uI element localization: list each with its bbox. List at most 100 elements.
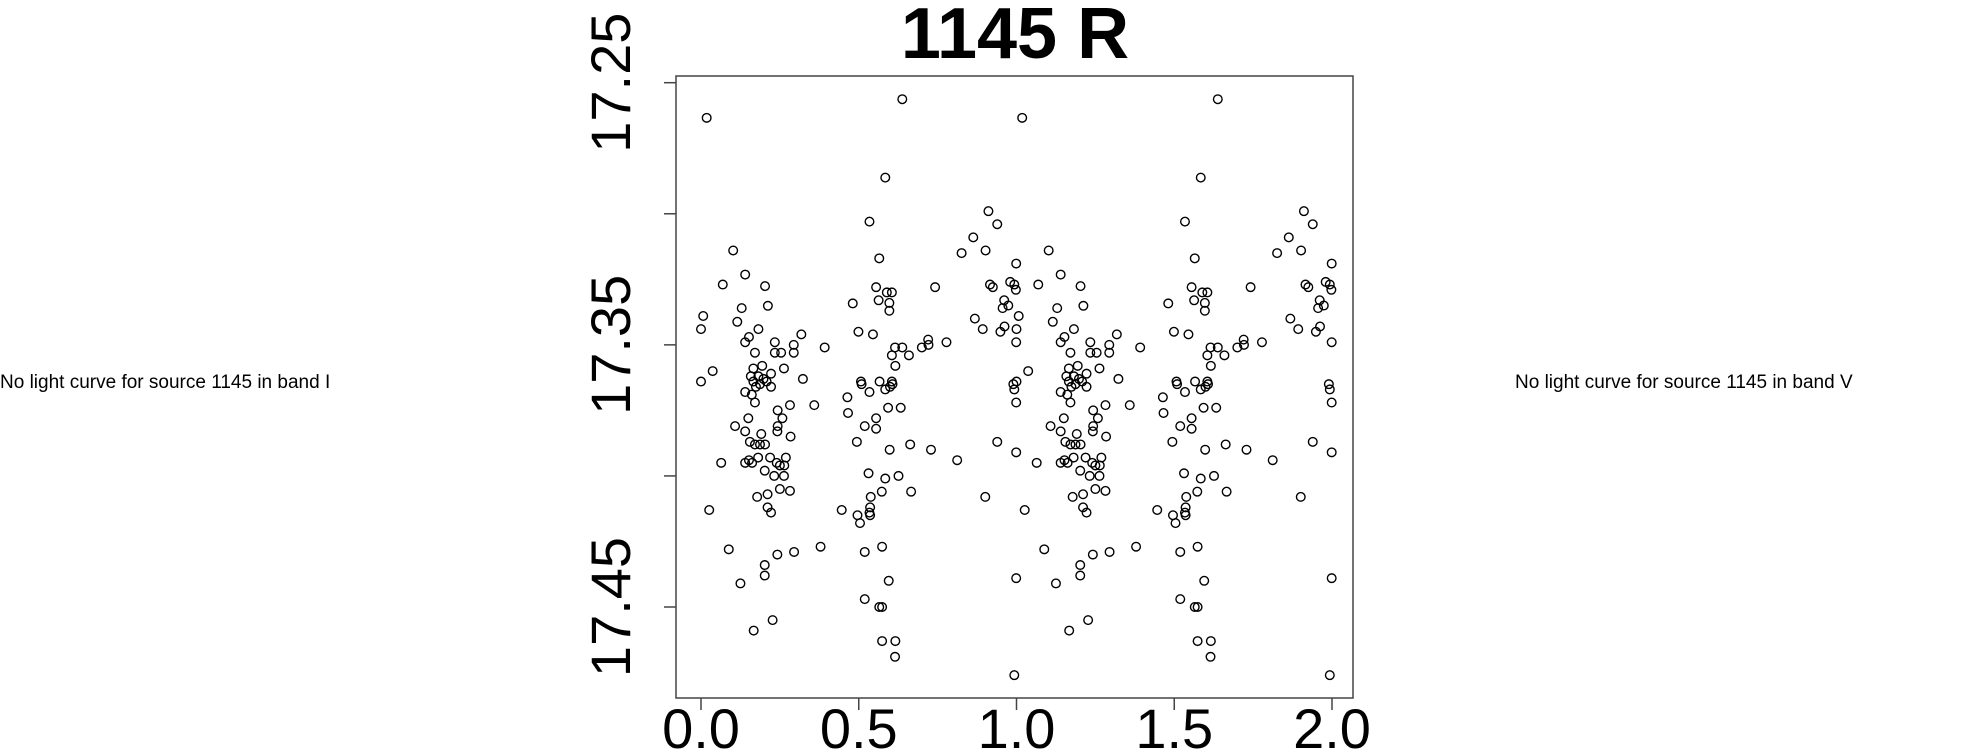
- data-point: [1195, 384, 1206, 395]
- data-point: [784, 485, 795, 496]
- data-point: [1200, 444, 1211, 455]
- data-point: [992, 436, 1003, 447]
- data-point: [1092, 413, 1103, 424]
- data-point: [1199, 305, 1210, 316]
- data-point: [1050, 578, 1061, 589]
- data-point: [1055, 269, 1066, 280]
- data-point: [999, 321, 1010, 332]
- data-point: [1080, 452, 1091, 463]
- data-point: [893, 470, 904, 481]
- data-point: [969, 313, 980, 324]
- data-point: [1283, 232, 1294, 243]
- data-point: [779, 460, 790, 471]
- data-point: [1062, 457, 1073, 468]
- data-point: [983, 206, 994, 217]
- data-point: [1063, 376, 1074, 387]
- data-point: [1181, 491, 1192, 502]
- data-point: [749, 439, 760, 450]
- data-point: [1059, 455, 1070, 466]
- data-point: [864, 387, 875, 398]
- data-point: [1186, 282, 1197, 293]
- data-point: [880, 172, 891, 183]
- data-point: [1326, 258, 1337, 269]
- data-point: [1065, 397, 1076, 408]
- data-point: [906, 486, 917, 497]
- data-point: [1087, 426, 1098, 437]
- data-point: [877, 602, 888, 613]
- data-point: [774, 484, 785, 495]
- data-point: [759, 560, 770, 571]
- data-point: [886, 287, 897, 298]
- x-tick-label: 2.0: [1293, 697, 1371, 755]
- data-point: [750, 381, 761, 392]
- data-point: [1298, 206, 1309, 217]
- data-point: [1267, 455, 1278, 466]
- data-point: [1078, 502, 1089, 513]
- data-point: [843, 408, 854, 419]
- data-point: [717, 279, 728, 290]
- data-point: [701, 112, 712, 123]
- data-point: [1100, 400, 1111, 411]
- data-point: [735, 578, 746, 589]
- data-point: [856, 379, 867, 390]
- data-point: [788, 347, 799, 358]
- data-point: [748, 376, 759, 387]
- data-point: [1011, 258, 1022, 269]
- data-point: [836, 505, 847, 516]
- data-point: [778, 470, 789, 481]
- data-point: [916, 342, 927, 353]
- data-point: [1326, 397, 1337, 408]
- data-point: [1088, 405, 1099, 416]
- data-point: [1221, 486, 1232, 497]
- data-point: [1055, 337, 1066, 348]
- data-point: [874, 376, 885, 387]
- data-point: [1094, 460, 1105, 471]
- data-point: [1152, 505, 1163, 516]
- data-point: [1100, 485, 1111, 496]
- data-point: [883, 402, 894, 413]
- data-point: [767, 615, 778, 626]
- data-point: [743, 455, 754, 466]
- data-point: [865, 491, 876, 502]
- data-point: [748, 625, 759, 636]
- data-point: [736, 303, 747, 314]
- data-point: [884, 381, 895, 392]
- data-point: [819, 342, 830, 353]
- data-point: [890, 651, 901, 662]
- data-point: [886, 350, 897, 361]
- data-point: [1094, 470, 1105, 481]
- data-point: [874, 253, 885, 264]
- data-point: [956, 248, 967, 259]
- data-point: [1068, 324, 1079, 335]
- data-point: [1157, 392, 1168, 403]
- data-point: [1220, 439, 1231, 450]
- data-point: [1313, 303, 1324, 314]
- data-point: [797, 373, 808, 384]
- data-point: [1011, 447, 1022, 458]
- data-point: [747, 457, 758, 468]
- data-point: [1058, 413, 1069, 424]
- data-point: [1295, 491, 1306, 502]
- data-point: [941, 337, 952, 348]
- data-point: [1066, 381, 1077, 392]
- data-point: [1045, 421, 1056, 432]
- band-v-no-data-message: No light curve for source 1145 in band V: [1515, 372, 1853, 393]
- data-point: [930, 282, 941, 293]
- data-point: [772, 426, 783, 437]
- data-point: [1104, 347, 1115, 358]
- data-point: [1318, 300, 1329, 311]
- data-point: [1083, 615, 1094, 626]
- data-point: [762, 300, 773, 311]
- data-point: [1071, 428, 1082, 439]
- data-point: [884, 444, 895, 455]
- data-point: [997, 303, 1008, 314]
- data-point: [867, 329, 878, 340]
- data-point: [696, 324, 707, 335]
- data-point: [1085, 337, 1096, 348]
- data-point: [1052, 303, 1063, 314]
- data-point: [749, 397, 760, 408]
- data-point: [1219, 350, 1230, 361]
- data-point: [754, 439, 765, 450]
- data-point: [785, 431, 796, 442]
- data-point: [890, 636, 901, 647]
